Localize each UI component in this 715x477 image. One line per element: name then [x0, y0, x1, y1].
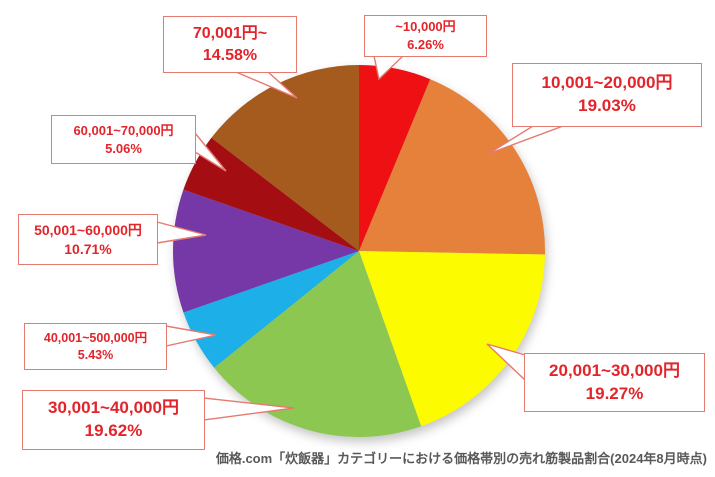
callout-10001-20000: 10,001~20,000円 19.03% — [512, 63, 702, 127]
callout-under-10000: ~10,000円 6.26% — [364, 15, 487, 57]
callout-percent: 10.71% — [64, 240, 112, 257]
callout-label: 20,001~30,000円 — [549, 360, 680, 380]
callout-label: 60,001~70,000円 — [73, 122, 174, 138]
callout-50001-60000: 50,001~60,000円 10.71% — [18, 214, 158, 265]
callout-percent: 6.26% — [407, 37, 444, 52]
pie-slice-7 — [211, 65, 359, 251]
callout-percent: 5.06% — [105, 140, 142, 156]
pie-slice-0 — [359, 65, 431, 251]
pie-slice-5 — [173, 189, 359, 313]
callout-60001-70000: 60,001~70,000円 5.06% — [51, 115, 196, 164]
pie-slice-1 — [359, 79, 546, 255]
callout-70001-plus: 70,001円~ 14.58% — [163, 16, 297, 73]
callout-40001-50000: 40,001~500,000円 5.43% — [24, 323, 167, 370]
callout-percent: 14.58% — [202, 46, 258, 64]
pie-slice-3 — [214, 251, 422, 438]
callout-label: ~10,000円 — [395, 19, 456, 35]
callout-label: 50,001~60,000円 — [34, 221, 142, 238]
pie-slice-4 — [183, 251, 359, 368]
pie-group — [173, 65, 546, 438]
callout-percent: 19.03% — [578, 96, 636, 115]
callout-percent: 19.62% — [84, 421, 143, 440]
chart-caption: 価格.com「炊飯器」カテゴリーにおける価格帯別の売れ筋製品割合(2024年8月… — [215, 451, 707, 466]
pie-slice-6 — [183, 137, 359, 251]
callout-30001-40000: 30,001~40,000円 19.62% — [22, 390, 205, 450]
pie-slice-2 — [359, 251, 545, 427]
callout-label: 40,001~500,000円 — [43, 330, 148, 345]
callout-label: 10,001~20,000円 — [541, 73, 673, 93]
callout-percent: 5.43% — [77, 347, 114, 362]
callout-label: 70,001円~ — [192, 24, 268, 42]
callout-20001-30000: 20,001~30,000円 19.27% — [524, 353, 705, 412]
callout-label: 30,001~40,000円 — [48, 398, 179, 418]
callout-percent: 19.27% — [585, 383, 644, 403]
